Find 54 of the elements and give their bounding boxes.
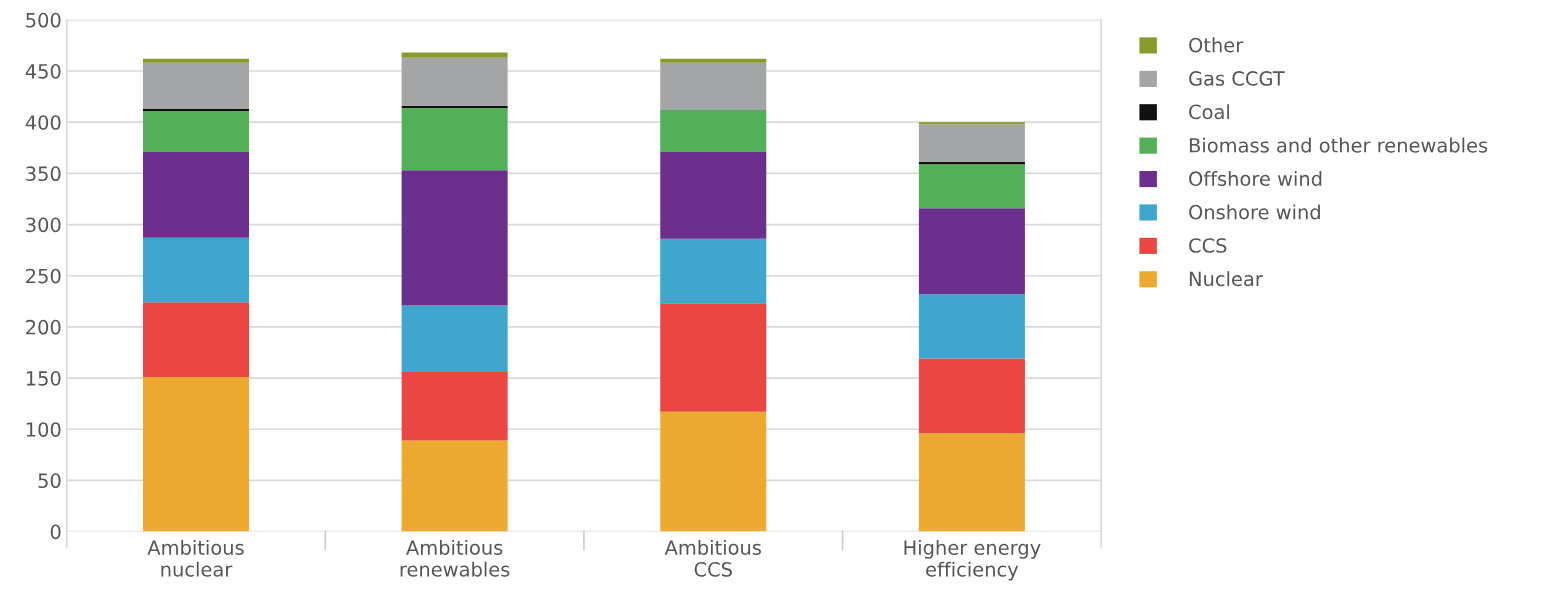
bar [660,151,767,239]
bar [142,62,250,109]
bar [660,62,767,110]
y-tick-label: 250 [26,268,61,284]
bar [660,58,767,63]
bar [660,109,767,152]
y-tick-label: 0 [50,524,61,540]
legend-label: Offshore wind [1189,170,1322,187]
legend-label: Coal [1189,104,1229,120]
bar [918,164,1025,209]
bar [918,124,1025,163]
bar [401,107,508,171]
bar [142,237,250,303]
bar [918,433,1025,532]
bar [142,108,250,111]
bar [918,122,1025,125]
x-tick-label: Ambitious nuclear [147,539,244,577]
x-tick-label: Higher energy efficiency [904,539,1041,581]
y-tick-label: 100 [26,422,61,437]
bar [142,58,250,63]
legend-label: Onshore wind [1189,204,1320,220]
bar [660,238,767,304]
y-tick-label: 150 [26,371,61,386]
y-tick-label: 300 [26,217,61,233]
y-tick-label: 350 [26,166,61,182]
bar [401,170,508,306]
legend-label: Other [1189,37,1244,53]
bar [142,110,250,152]
bar [918,208,1025,295]
x-tick-label: Ambitious renewables [400,539,510,577]
bar [918,294,1025,359]
y-tick-label: 400 [25,115,61,130]
y-tick-label: 450 [25,63,61,79]
legend-label: Nuclear [1189,271,1263,287]
bar [918,162,1025,165]
bar [918,358,1025,434]
bar [142,302,250,378]
y-tick-label: 500 [26,12,61,28]
bar [401,105,508,108]
x-tick-label: Ambitious CCS [664,539,761,577]
bar [401,371,508,441]
bar [142,377,250,532]
y-tick-label: 50 [38,473,61,489]
bar [401,52,508,58]
bar [660,303,767,412]
bar [660,411,767,532]
legend-label: Biomass and other renewables [1189,137,1488,153]
legend-label: Gas CCGT [1189,71,1285,86]
legend-label: CCS [1189,238,1227,253]
bar [401,305,508,372]
y-tick-label: 200 [26,319,61,335]
bar [142,151,250,238]
bar [401,57,508,106]
bar [401,440,508,532]
